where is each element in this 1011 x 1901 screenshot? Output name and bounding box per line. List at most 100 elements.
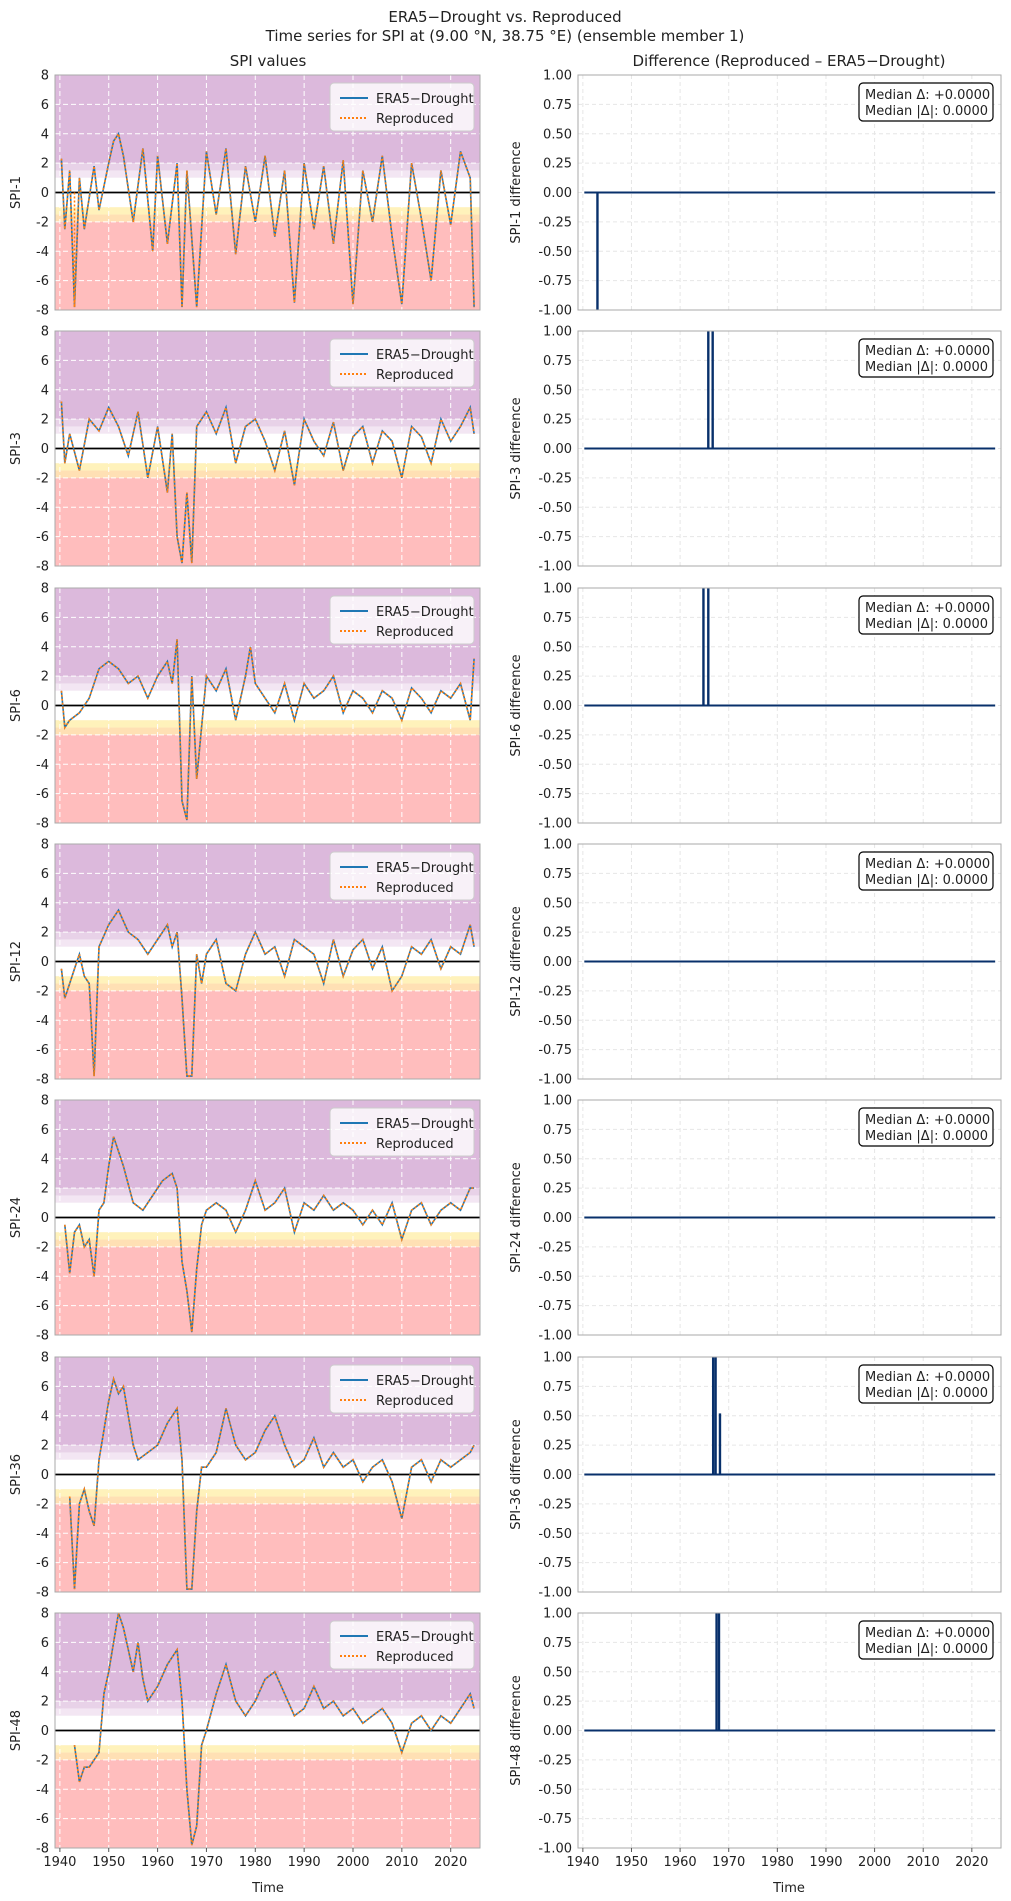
axes-frame bbox=[577, 74, 1002, 311]
stats-box bbox=[858, 1107, 994, 1147]
y-tick-label: 0.00 bbox=[543, 1211, 572, 1226]
reproduced-line bbox=[64, 1136, 475, 1333]
band-moderate-drought bbox=[55, 470, 480, 478]
median-delta-text: Median Δ: +0.0000 bbox=[865, 857, 990, 872]
band-severe-drought bbox=[55, 477, 480, 566]
y-tick-label: -0.75 bbox=[538, 787, 572, 802]
median-abs-delta-text: Median |Δ|: 0.0000 bbox=[865, 1386, 988, 1401]
y-tick-label: -6 bbox=[36, 1812, 49, 1827]
y-tick-label: -1.00 bbox=[538, 304, 572, 319]
y-tick-label: 1.00 bbox=[543, 1094, 572, 1109]
y-tick-label: 6 bbox=[41, 1636, 49, 1651]
figure-title-line2: Time series for SPI at (9.00 °N, 38.75 °… bbox=[265, 27, 745, 45]
x-tick-label: 1980 bbox=[239, 1855, 272, 1870]
y-tick-label: 0.00 bbox=[543, 1724, 572, 1739]
y-tick-label: 8 bbox=[41, 582, 49, 597]
y-tick-label: -4 bbox=[36, 245, 49, 260]
difference-panel-2: -1.00 -0.75 -0.50 -0.25 0.00 0.25 0.50 0.75 1.00… bbox=[509, 582, 1002, 832]
y-tick-label: 2 bbox=[41, 1439, 49, 1454]
median-delta-text: Median Δ: +0.0000 bbox=[865, 88, 990, 103]
axes-frame bbox=[54, 1099, 481, 1336]
median-abs-delta-text: Median |Δ|: 0.0000 bbox=[865, 873, 988, 888]
reproduced-line bbox=[60, 908, 475, 1077]
axes-frame bbox=[54, 587, 481, 824]
reproduced-line bbox=[60, 639, 475, 821]
y-tick-label: -4 bbox=[36, 501, 49, 516]
y-tick-label: -0.75 bbox=[538, 1043, 572, 1058]
axes-frame bbox=[577, 1099, 1002, 1336]
band-moderately-wet bbox=[55, 1195, 480, 1203]
y-tick-label: 0.25 bbox=[543, 670, 572, 685]
x-tick-label: 2000 bbox=[336, 1855, 369, 1870]
y-tick-label: 4 bbox=[41, 1152, 49, 1167]
figure-title-line1: ERA5−Drought vs. Reproduced bbox=[388, 8, 621, 26]
y-tick-label: 4 bbox=[41, 1665, 49, 1680]
y-tick-label: -8 bbox=[36, 1329, 49, 1344]
stats-box bbox=[858, 1364, 994, 1404]
legend-era5-label: ERA5−Drought bbox=[376, 1374, 474, 1389]
y-tick-label: 0.00 bbox=[543, 699, 572, 714]
reproduced-line bbox=[60, 401, 475, 564]
y-tick-label: -8 bbox=[36, 1842, 49, 1857]
y-tick-label: 8 bbox=[41, 1351, 49, 1366]
spi-panel-spi-6: -8 -6 -4 -2 0 2 4 6 8 SPI-6 ERA5−Drought Reproduced bbox=[9, 582, 481, 832]
y-tick-label: 4 bbox=[41, 1409, 49, 1424]
y-tick-label: 0.50 bbox=[543, 1409, 572, 1424]
y-tick-label: -1.00 bbox=[538, 560, 572, 575]
axes-frame bbox=[577, 843, 1002, 1080]
y-tick-label: -8 bbox=[36, 304, 49, 319]
median-delta-text: Median Δ: +0.0000 bbox=[865, 344, 990, 359]
legend-era5-label: ERA5−Drought bbox=[376, 1117, 474, 1132]
y-tick-label: 6 bbox=[41, 1380, 49, 1395]
y-tick-label: 0.00 bbox=[543, 955, 572, 970]
y-tick-label: -0.50 bbox=[538, 1783, 572, 1798]
median-abs-delta-text: Median |Δ|: 0.0000 bbox=[865, 1129, 988, 1144]
y-axis-label: SPI-24 difference bbox=[509, 1162, 524, 1273]
y-tick-label: -0.75 bbox=[538, 530, 572, 545]
band-mild-drought bbox=[55, 976, 480, 984]
legend-era5-label: ERA5−Drought bbox=[376, 605, 474, 620]
legend-reproduced-label: Reproduced bbox=[376, 1394, 454, 1409]
median-abs-delta-text: Median |Δ|: 0.0000 bbox=[865, 617, 988, 632]
y-tick-label: -8 bbox=[36, 817, 49, 832]
difference-panel-0: -1.00 -0.75 -0.50 -0.25 0.00 0.25 0.50 0.75 1.00… bbox=[509, 69, 1002, 319]
y-tick-label: 0.75 bbox=[543, 1123, 572, 1138]
x-tick-label: 1970 bbox=[190, 1855, 223, 1870]
x-tick-label: 2010 bbox=[907, 1855, 940, 1870]
band-moderately-wet bbox=[55, 1452, 480, 1460]
x-tick-label: 2020 bbox=[434, 1855, 467, 1870]
legend-reproduced-label: Reproduced bbox=[376, 1650, 454, 1665]
y-tick-label: -2 bbox=[36, 1753, 49, 1768]
y-tick-label: -6 bbox=[36, 1043, 49, 1058]
y-tick-label: -0.25 bbox=[538, 984, 572, 999]
y-tick-label: -0.25 bbox=[538, 215, 572, 230]
spi-panel-spi-1: -8 -6 -4 -2 0 2 4 6 8 SPI-1 ERA5−Drought Reproduced bbox=[9, 69, 481, 319]
difference-panel-3: -1.00 -0.75 -0.50 -0.25 0.00 0.25 0.50 0.75 1.00… bbox=[509, 838, 1002, 1088]
band-severe-drought bbox=[55, 1246, 480, 1335]
y-axis-label: SPI-24 bbox=[9, 1197, 24, 1238]
y-axis-label: SPI-12 bbox=[9, 941, 24, 982]
x-tick-label: 1950 bbox=[92, 1855, 125, 1870]
difference-panel-6: -1.00 -0.75 -0.50 -0.25 0.00 0.25 0.50 0.75 1.00… bbox=[509, 1607, 1002, 1870]
y-tick-label: -6 bbox=[36, 787, 49, 802]
y-tick-label: 0.50 bbox=[543, 1152, 572, 1167]
axes-frame bbox=[54, 1612, 481, 1849]
band-severe-drought bbox=[55, 221, 480, 310]
y-tick-label: -4 bbox=[36, 1014, 49, 1029]
y-tick-label: -0.75 bbox=[538, 1812, 572, 1827]
y-tick-label: -1.00 bbox=[538, 1073, 572, 1088]
legend-era5-label: ERA5−Drought bbox=[376, 1630, 474, 1645]
band-very-wet bbox=[55, 419, 480, 427]
y-tick-label: 0.25 bbox=[543, 157, 572, 172]
stats-box bbox=[858, 595, 994, 635]
y-tick-label: -0.25 bbox=[538, 728, 572, 743]
y-tick-label: 6 bbox=[41, 867, 49, 882]
y-tick-label: -0.25 bbox=[538, 1753, 572, 1768]
right-column-title: Difference (Reproduced – ERA5−Drought) bbox=[632, 52, 945, 70]
legend-reproduced-label: Reproduced bbox=[376, 625, 454, 640]
y-tick-label: 0.50 bbox=[543, 383, 572, 398]
y-tick-label: 0.00 bbox=[543, 442, 572, 457]
y-tick-label: 8 bbox=[41, 325, 49, 340]
reproduced-line bbox=[73, 1613, 475, 1846]
